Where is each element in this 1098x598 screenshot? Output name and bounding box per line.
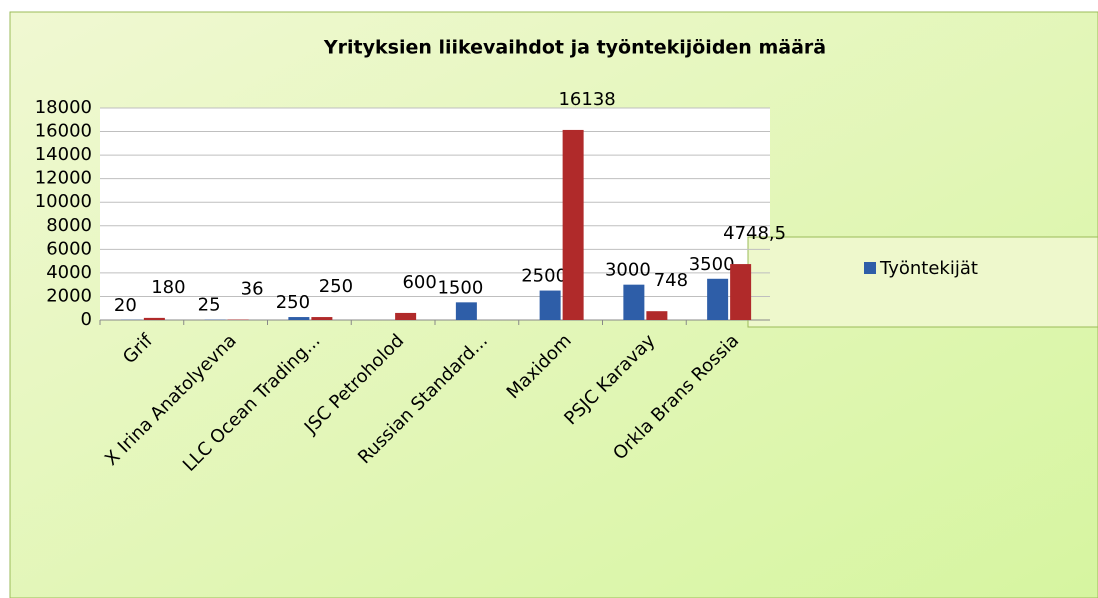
data-label: 250	[276, 292, 310, 313]
data-label: 2500	[521, 266, 567, 287]
data-label: 3000	[605, 260, 651, 281]
plot-area	[100, 108, 770, 320]
y-tick-label: 12000	[35, 168, 92, 189]
legend-label: Työntekijät	[879, 258, 978, 279]
data-label: 180	[151, 277, 185, 298]
bar	[395, 312, 417, 320]
y-tick-label: 2000	[46, 285, 92, 306]
bar	[143, 317, 165, 320]
data-label: 20	[114, 295, 137, 316]
data-label: 250	[319, 276, 353, 297]
data-label: 16138	[558, 89, 615, 110]
legend	[747, 236, 1098, 328]
y-tick-label: 10000	[35, 191, 92, 212]
data-label: 748	[654, 270, 688, 291]
bar	[455, 302, 477, 320]
y-tick-label: 4000	[46, 262, 92, 283]
data-label: 600	[402, 272, 436, 293]
bar	[730, 264, 752, 320]
legend-swatch	[864, 262, 876, 274]
bar	[539, 290, 561, 320]
y-tick-label: 8000	[46, 215, 92, 236]
data-label: 25	[198, 295, 221, 316]
bar	[623, 284, 645, 320]
bar	[311, 317, 333, 320]
bar	[562, 129, 584, 320]
data-label: 4748,5	[723, 223, 786, 244]
data-label: 1500	[437, 277, 483, 298]
y-tick-label: 0	[81, 309, 92, 330]
y-tick-label: 16000	[35, 121, 92, 142]
y-tick-label: 14000	[35, 144, 92, 165]
data-label: 36	[241, 279, 264, 300]
y-tick-label: 18000	[35, 97, 92, 118]
bar	[288, 317, 310, 320]
chart-title: Yrityksien liikevaihdot ja työntekijöide…	[323, 37, 826, 59]
bar	[646, 311, 668, 320]
bar	[707, 278, 729, 320]
y-tick-label: 6000	[46, 238, 92, 259]
data-label: 3500	[689, 254, 735, 275]
